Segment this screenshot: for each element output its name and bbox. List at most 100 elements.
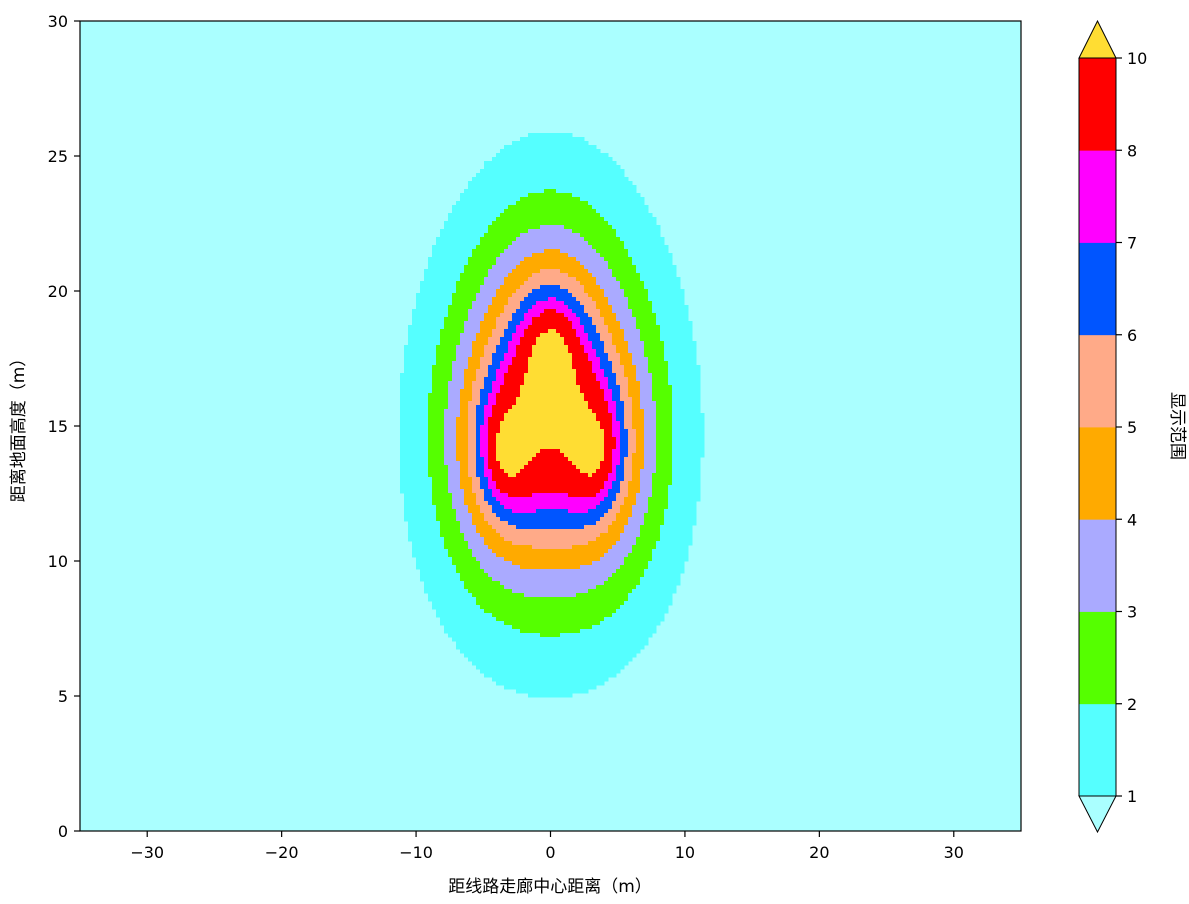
contour-cell <box>488 189 493 194</box>
contour-cell <box>692 397 697 402</box>
contour-cell <box>608 445 613 450</box>
contour-cell <box>612 173 617 178</box>
contour-cell <box>412 361 417 366</box>
contour-cell <box>440 293 445 298</box>
contour-cell <box>652 241 657 246</box>
contour-cell <box>616 185 621 190</box>
contour-cell <box>544 453 549 458</box>
contour-cell <box>648 265 653 270</box>
contour-cell <box>560 461 565 466</box>
contour-cell <box>412 397 417 402</box>
contour-cell <box>500 301 505 306</box>
contour-cell <box>648 353 653 358</box>
contour-cell <box>496 449 501 454</box>
contour-cell <box>588 293 593 298</box>
contour-cell <box>592 249 597 254</box>
contour-cell <box>580 445 585 450</box>
contour-cell <box>516 401 521 406</box>
contour-cell <box>484 261 489 266</box>
contour-cell <box>488 461 493 466</box>
contour-cell <box>428 353 433 358</box>
contour-cell <box>620 169 625 174</box>
contour-cell <box>472 393 477 398</box>
contour-cell <box>420 445 425 450</box>
contour-cell <box>472 405 477 410</box>
contour-cell <box>604 333 609 338</box>
contour-cell <box>684 321 689 326</box>
contour-cell <box>612 397 617 402</box>
contour-cell <box>644 245 649 250</box>
contour-cell <box>568 349 573 354</box>
contour-cell <box>568 205 573 210</box>
contour-cell <box>516 413 521 418</box>
contour-cell <box>680 381 685 386</box>
contour-cell <box>488 441 493 446</box>
contour-cell <box>480 205 485 210</box>
contour-cell <box>448 421 453 426</box>
contour-cell <box>448 249 453 254</box>
contour-cell <box>648 365 653 370</box>
contour-cell <box>640 249 645 254</box>
contour-cell <box>492 249 497 254</box>
contour-cell <box>468 313 473 318</box>
contour-cell <box>440 389 445 394</box>
contour-cell <box>496 285 501 290</box>
contour-cell <box>688 437 693 442</box>
contour-cell <box>612 413 617 418</box>
contour-cell <box>508 361 513 366</box>
contour-cell <box>632 269 637 274</box>
contour-cell <box>404 369 409 374</box>
contour-cell <box>588 229 593 234</box>
contour-cell <box>532 357 537 362</box>
contour-cell <box>564 381 569 386</box>
contour-cell <box>604 161 609 166</box>
contour-cell <box>660 421 665 426</box>
contour-cell <box>636 289 641 294</box>
contour-cell <box>412 313 417 318</box>
contour-cell <box>564 329 569 334</box>
contour-cell <box>492 417 497 422</box>
contour-cell <box>596 237 601 242</box>
contour-cell <box>440 297 445 302</box>
contour-cell <box>580 309 585 314</box>
contour-cell <box>480 337 485 342</box>
contour-cell <box>464 197 469 202</box>
contour-cell <box>504 249 509 254</box>
contour-cell <box>508 177 513 182</box>
contour-cell <box>492 433 497 438</box>
contour-cell <box>548 317 553 322</box>
contour-cell <box>632 425 637 430</box>
contour-cell <box>476 397 481 402</box>
contour-cell <box>496 189 501 194</box>
contour-cell <box>460 313 465 318</box>
contour-cell <box>616 197 621 202</box>
contour-cell <box>496 405 501 410</box>
contour-cell <box>600 177 605 182</box>
contour-cell <box>624 417 629 422</box>
contour-cell <box>552 253 557 258</box>
contour-cell <box>488 425 493 430</box>
contour-cell <box>512 397 517 402</box>
contour-cell <box>524 385 529 390</box>
contour-cell <box>636 309 641 314</box>
contour-cell <box>516 301 521 306</box>
contour-cell <box>648 377 653 382</box>
contour-cell <box>572 217 577 222</box>
contour-cell <box>444 409 449 414</box>
contour-cell <box>492 421 497 426</box>
contour-cell <box>496 453 501 458</box>
contour-cell <box>456 409 461 414</box>
contour-cell <box>480 305 485 310</box>
contour-cell <box>604 261 609 266</box>
contour-cell <box>572 213 577 218</box>
contour-cell <box>496 389 501 394</box>
contour-cell <box>664 249 669 254</box>
contour-cell <box>584 409 589 414</box>
contour-cell <box>416 317 421 322</box>
contour-cell <box>404 445 409 450</box>
contour-cell <box>484 317 489 322</box>
contour-cell <box>476 401 481 406</box>
contour-cell <box>612 341 617 346</box>
contour-cell <box>572 329 577 334</box>
contour-cell <box>420 393 425 398</box>
